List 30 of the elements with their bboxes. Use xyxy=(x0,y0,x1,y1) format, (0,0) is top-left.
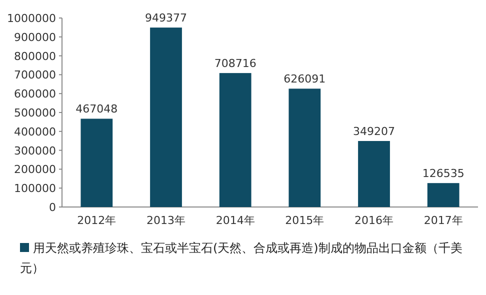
y-tick-label: 0 xyxy=(49,201,56,214)
x-tick-label: 2016年 xyxy=(354,214,394,227)
x-tick-label: 2013年 xyxy=(146,214,186,227)
bar xyxy=(358,141,390,207)
y-tick-label: 600000 xyxy=(14,88,56,101)
data-label: 626091 xyxy=(284,72,326,86)
data-label: 126535 xyxy=(422,167,464,180)
x-tick-label: 2014年 xyxy=(216,214,255,227)
bar xyxy=(427,183,460,207)
y-tick-label: 800000 xyxy=(14,50,56,63)
bar xyxy=(219,73,252,207)
legend-label: 用天然或养殖珍珠、宝石或半宝石(天然、合成或再造)制成的物品出口金额（千美元） xyxy=(20,241,462,275)
y-tick-label: 900000 xyxy=(14,30,56,44)
data-label: 467048 xyxy=(76,102,118,116)
bar xyxy=(80,118,113,207)
y-tick-label: 700000 xyxy=(14,68,56,82)
data-label: 349207 xyxy=(353,125,395,138)
bar xyxy=(288,88,321,207)
data-label: 949377 xyxy=(145,12,187,25)
bar xyxy=(150,28,182,207)
y-tick-label: 1000000 xyxy=(7,12,56,25)
y-tick-label: 400000 xyxy=(14,125,56,138)
y-tick-label: 300000 xyxy=(14,144,56,158)
y-tick-label: 200000 xyxy=(14,163,56,176)
x-tick-label: 2015年 xyxy=(285,214,324,227)
x-tick-label: 2017年 xyxy=(424,214,463,227)
data-label: 708716 xyxy=(214,57,256,70)
x-tick-label: 2012年 xyxy=(77,214,116,227)
y-tick-label: 100000 xyxy=(14,182,56,196)
y-tick-label: 500000 xyxy=(14,106,56,120)
